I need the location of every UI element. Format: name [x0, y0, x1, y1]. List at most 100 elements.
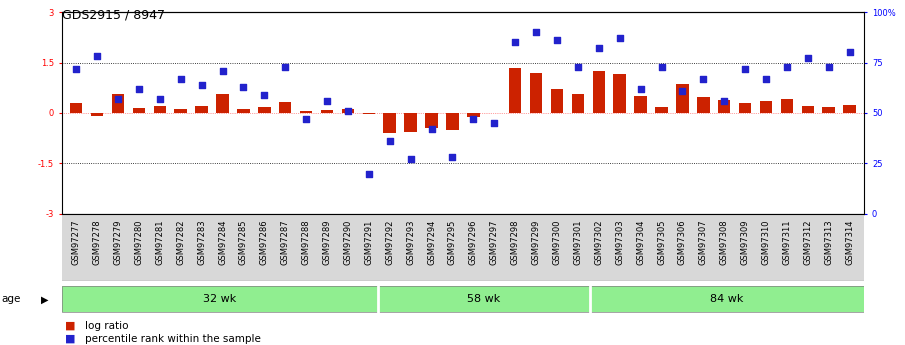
Text: GSM97298: GSM97298	[510, 219, 519, 265]
Bar	[823, 107, 835, 113]
Bar	[802, 106, 814, 113]
Bar	[384, 113, 396, 133]
Bar	[593, 71, 605, 113]
Bar	[405, 113, 417, 132]
Point	[174, 76, 188, 81]
Point	[571, 64, 586, 69]
Point	[257, 92, 272, 98]
Point	[424, 126, 439, 132]
Bar	[551, 89, 563, 113]
Text: GSM97303: GSM97303	[615, 219, 624, 265]
Point	[278, 64, 292, 69]
Point	[362, 171, 376, 176]
Text: GSM97296: GSM97296	[469, 219, 478, 265]
Bar	[718, 100, 730, 113]
Point	[508, 40, 522, 45]
Bar	[175, 109, 187, 113]
Bar	[154, 106, 166, 113]
Bar	[70, 103, 82, 113]
Text: GSM97290: GSM97290	[343, 219, 352, 265]
Text: GSM97292: GSM97292	[386, 219, 395, 265]
Bar	[195, 106, 208, 113]
Text: GSM97307: GSM97307	[699, 219, 708, 265]
Text: GSM97314: GSM97314	[845, 219, 854, 265]
Text: age: age	[2, 294, 21, 304]
Bar	[90, 113, 103, 116]
Text: GSM97308: GSM97308	[719, 219, 729, 265]
Text: GSM97300: GSM97300	[552, 219, 561, 265]
Text: GSM97281: GSM97281	[156, 219, 165, 265]
Point	[738, 66, 752, 71]
Point	[675, 88, 690, 93]
Text: 32 wk: 32 wk	[204, 294, 236, 304]
Bar	[342, 109, 354, 113]
Text: GSM97301: GSM97301	[574, 219, 583, 265]
Text: GSM97293: GSM97293	[406, 219, 415, 265]
Bar	[378, 286, 590, 313]
Text: GSM97304: GSM97304	[636, 219, 645, 265]
Text: percentile rank within the sample: percentile rank within the sample	[85, 334, 261, 344]
Text: GSM97310: GSM97310	[761, 219, 770, 265]
Bar	[843, 105, 856, 113]
Text: GDS2915 / 8947: GDS2915 / 8947	[62, 9, 165, 22]
Point	[592, 46, 606, 51]
Bar	[529, 73, 542, 113]
Point	[340, 108, 355, 114]
Bar	[363, 113, 375, 114]
Bar	[111, 95, 124, 113]
Point	[153, 96, 167, 102]
Point	[801, 56, 815, 61]
Bar	[216, 95, 229, 113]
Point	[383, 138, 397, 144]
Point	[319, 98, 334, 104]
Text: GSM97287: GSM97287	[281, 219, 290, 265]
Bar	[258, 107, 271, 113]
Point	[717, 98, 731, 104]
Text: GSM97280: GSM97280	[134, 219, 143, 265]
Text: 84 wk: 84 wk	[710, 294, 744, 304]
Text: GSM97286: GSM97286	[260, 219, 269, 265]
Bar	[425, 113, 438, 128]
Bar	[509, 68, 521, 113]
Point	[69, 66, 83, 71]
Text: GSM97309: GSM97309	[740, 219, 749, 265]
Point	[822, 64, 836, 69]
Point	[549, 38, 564, 43]
Point	[487, 120, 501, 126]
Text: log ratio: log ratio	[85, 321, 129, 331]
Text: GSM97311: GSM97311	[783, 219, 792, 265]
Bar	[133, 108, 145, 113]
Text: ■: ■	[65, 321, 76, 331]
Bar	[237, 109, 250, 113]
Point	[466, 116, 481, 122]
Point	[654, 64, 669, 69]
Bar	[697, 97, 710, 113]
Bar	[62, 286, 378, 313]
Text: ■: ■	[65, 334, 76, 344]
Bar	[634, 96, 647, 113]
Text: GSM97305: GSM97305	[657, 219, 666, 265]
Text: GSM97279: GSM97279	[113, 219, 122, 265]
Point	[843, 50, 857, 55]
Bar	[676, 85, 689, 113]
Bar	[446, 113, 459, 130]
Text: GSM97291: GSM97291	[365, 219, 374, 265]
Text: GSM97295: GSM97295	[448, 219, 457, 265]
Point	[131, 86, 146, 91]
Point	[780, 64, 795, 69]
Text: GSM97285: GSM97285	[239, 219, 248, 265]
Text: GSM97283: GSM97283	[197, 219, 206, 265]
Bar	[781, 99, 793, 113]
Bar	[738, 103, 751, 113]
Text: GSM97299: GSM97299	[531, 219, 540, 265]
Text: ▶: ▶	[41, 294, 48, 304]
Point	[634, 86, 648, 91]
Point	[613, 36, 627, 41]
Point	[404, 157, 418, 162]
Point	[236, 84, 251, 89]
Bar	[590, 286, 864, 313]
Text: GSM97284: GSM97284	[218, 219, 227, 265]
Bar	[572, 95, 584, 113]
Bar	[760, 101, 772, 113]
Text: GSM97289: GSM97289	[322, 219, 331, 265]
